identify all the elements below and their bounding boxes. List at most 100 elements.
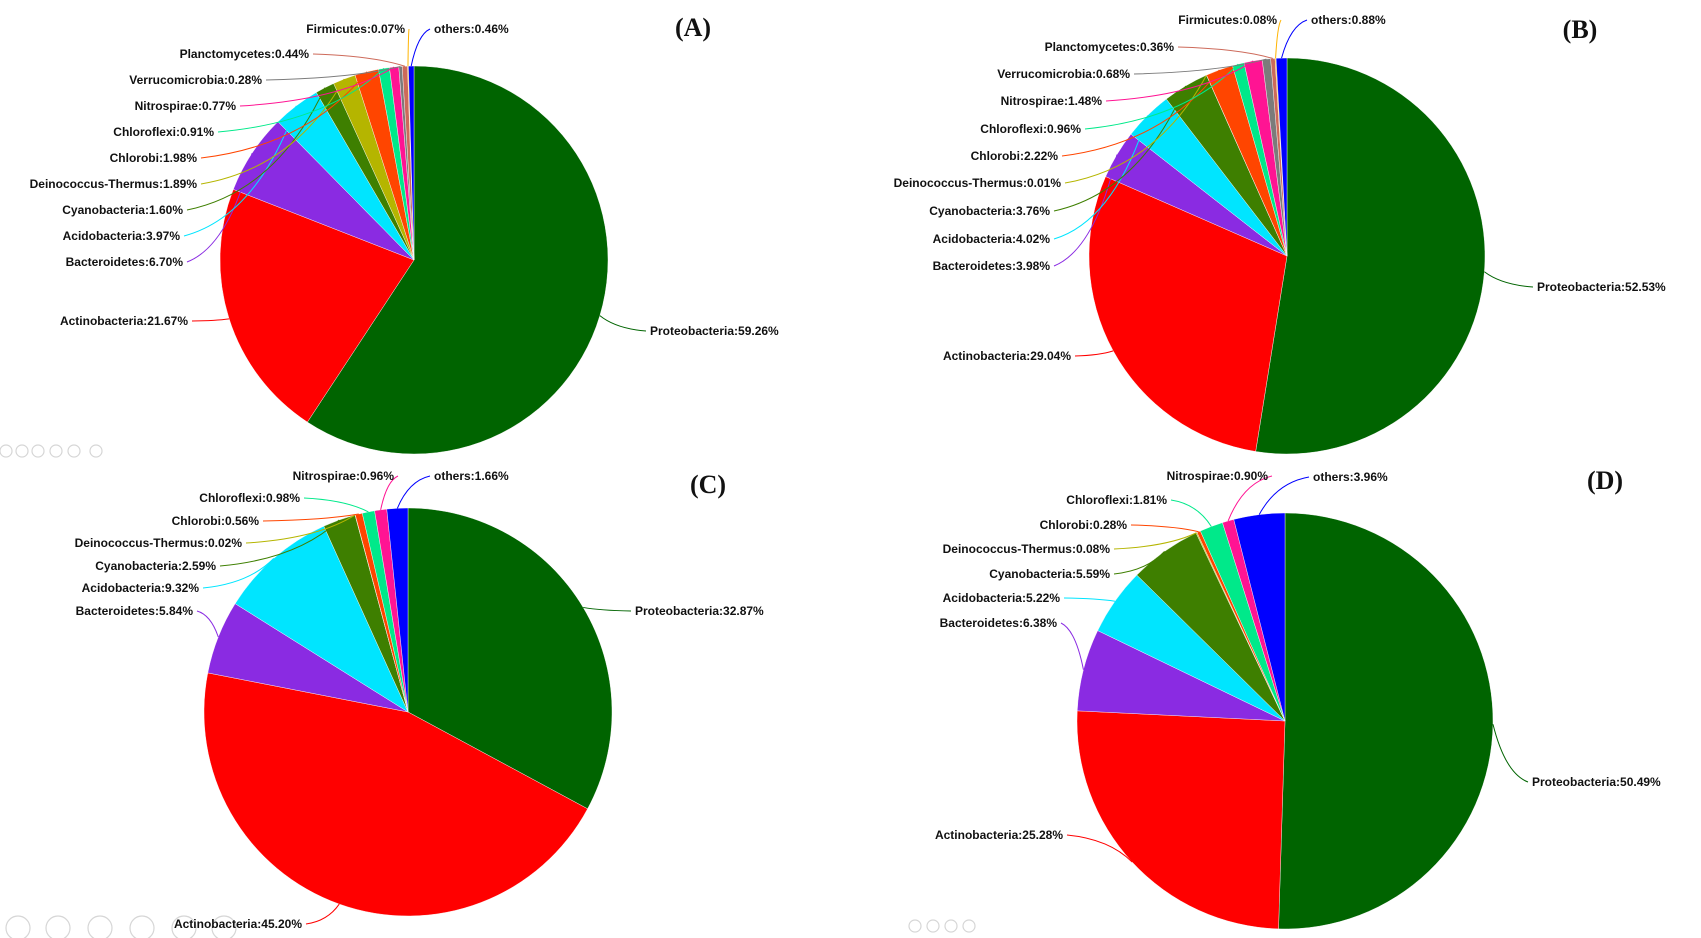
pie-slice-proteobacteria[interactable] (1255, 57, 1486, 455)
panel-title: (C) (690, 470, 726, 499)
leader-line-nitrospirae (239, 66, 395, 107)
pen-icon[interactable] (87, 915, 113, 938)
leader-line-cyanobacteria (1053, 85, 1187, 212)
data-label-nitrospirae: Nitrospirae:0.96% (293, 469, 395, 483)
pie-slice-actinobacteria[interactable] (1088, 176, 1288, 452)
data-label-chlorobi: Chlorobi:1.98% (110, 151, 198, 165)
data-label-chlorobi: Chlorobi:2.22% (971, 149, 1059, 163)
leader-line-chloroflexi (303, 497, 369, 513)
zoom-icon[interactable] (171, 915, 197, 938)
data-label-others: others:3.96% (1313, 470, 1388, 484)
data-label-cyanobacteria: Cyanobacteria:3.76% (929, 204, 1050, 218)
leader-line-chloroflexi (217, 67, 385, 133)
data-label-firmicutes: Firmicutes:0.07% (306, 22, 405, 36)
leader-line-nitrospirae (1105, 60, 1254, 102)
pie-chart-2: Proteobacteria:52.53% Actinobacteria:29.0… (894, 13, 1666, 455)
leader-line-acidobacteria (183, 105, 297, 237)
panel-title: (D) (1587, 466, 1623, 495)
data-label-deinococcus-thermus: Deinococcus-Thermus:0.02% (75, 536, 243, 550)
leader-line-chlorobi (200, 71, 368, 159)
data-label-bacteroidetes: Bacteroidetes:3.98% (933, 259, 1051, 273)
data-label-chloroflexi: Chloroflexi:1.81% (1066, 493, 1167, 507)
pie-chart-3: Proteobacteria:32.87% Actinobacteria:45.2… (75, 469, 764, 931)
data-label-chlorobi: Chlorobi:0.28% (1040, 518, 1128, 532)
viewer-controls-top (0, 444, 103, 458)
data-label-acidobacteria: Acidobacteria:3.97% (63, 229, 181, 243)
leader-line-actinobacteria (305, 903, 340, 925)
data-label-planctomycetes: Planctomycetes:0.44% (180, 47, 310, 61)
data-label-actinobacteria: Actinobacteria:29.04% (943, 349, 1071, 363)
pie-slice-proteobacteria[interactable] (1278, 512, 1494, 930)
prev-icon[interactable] (5, 915, 31, 938)
data-label-deinococcus-thermus: Deinococcus-Thermus:0.08% (943, 542, 1111, 556)
more-icon[interactable] (211, 915, 237, 938)
data-label-verrucomicrobia: Verrucomicrobia:0.28% (129, 73, 262, 87)
leader-line-acidobacteria (202, 558, 275, 589)
leader-line-acidobacteria (1053, 115, 1148, 240)
leader-line-bacteroidetes (186, 153, 253, 263)
leader-line-proteobacteria (1492, 724, 1529, 783)
leader-line-bacteroidetes (196, 610, 219, 638)
data-label-chloroflexi: Chloroflexi:0.96% (980, 122, 1081, 136)
leader-line-others (410, 28, 431, 67)
grid-icon[interactable] (129, 915, 155, 938)
data-label-others: others:0.88% (1311, 13, 1386, 27)
data-label-cyanobacteria: Cyanobacteria:5.59% (989, 567, 1110, 581)
data-label-actinobacteria: Actinobacteria:25.28% (935, 828, 1063, 842)
leader-line-acidobacteria (1063, 597, 1116, 602)
play-icon[interactable] (45, 915, 71, 938)
leader-line-others (1281, 19, 1308, 59)
pie-slice-actinobacteria[interactable] (203, 672, 588, 917)
leader-line-verrucomicrobia (1133, 58, 1267, 75)
data-label-nitrospirae: Nitrospirae:0.77% (135, 99, 237, 113)
viewer-controls-bottom-left[interactable] (5, 915, 237, 938)
data-label-cyanobacteria: Cyanobacteria:1.60% (62, 203, 183, 217)
pie-slice-proteobacteria[interactable] (407, 507, 613, 810)
data-label-acidobacteria: Acidobacteria:5.22% (943, 591, 1061, 605)
leader-line-proteobacteria (583, 606, 632, 612)
data-label-bacteroidetes: Bacteroidetes:6.70% (66, 255, 184, 269)
leader-line-bacteroidetes (1053, 154, 1118, 267)
leader-line-nitrospirae (1227, 475, 1273, 522)
data-label-proteobacteria: Proteobacteria:32.87% (635, 604, 764, 618)
leader-line-chlorobi (262, 513, 359, 522)
data-label-others: others:0.46% (434, 22, 509, 36)
data-label-deinococcus-thermus: Deinococcus-Thermus:1.89% (30, 177, 198, 191)
data-label-chlorobi: Chlorobi:0.56% (172, 514, 260, 528)
pie-slice-actinobacteria[interactable] (1076, 710, 1286, 930)
leader-line-proteobacteria (599, 315, 647, 332)
leader-line-actinobacteria (191, 318, 230, 322)
leader-line-deinococcus-thermus (200, 78, 345, 185)
panel-title: (A) (675, 13, 711, 42)
leader-line-cyanobacteria (219, 519, 340, 567)
leader-line-firmicutes (1275, 19, 1282, 59)
data-label-proteobacteria: Proteobacteria:59.26% (650, 324, 779, 338)
data-label-bacteroidetes: Bacteroidetes:5.84% (76, 604, 194, 618)
leader-line-others (1258, 476, 1310, 515)
data-label-firmicutes: Firmicutes:0.08% (1178, 13, 1277, 27)
data-label-deinococcus-thermus: Deinococcus-Thermus:0.01% (894, 176, 1062, 190)
leader-line-verrucomicrobia (265, 65, 401, 81)
panel-title: (B) (1563, 15, 1598, 44)
leader-line-firmicutes (407, 28, 410, 67)
pie-slice-others[interactable] (386, 507, 409, 713)
leader-line-chlorobi (1130, 524, 1199, 533)
leader-line-deinococcus-thermus (1064, 74, 1207, 184)
leader-line-chlorobi (1061, 69, 1220, 157)
pie-chart-4: Proteobacteria:50.49% Actinobacteria:25.2… (935, 466, 1661, 930)
data-label-actinobacteria: Actinobacteria:45.20% (174, 917, 302, 931)
leader-line-planctomycetes (1177, 46, 1273, 59)
leader-line-cyanobacteria (1113, 551, 1165, 575)
data-label-verrucomicrobia: Verrucomicrobia:0.68% (997, 67, 1130, 81)
data-label-nitrospirae: Nitrospirae:1.48% (1001, 94, 1103, 108)
data-label-others: others:1.66% (434, 469, 509, 483)
leader-line-chloroflexi (1170, 499, 1212, 527)
viewer-controls-bottom-mid (908, 919, 976, 933)
pie-slice-proteobacteria[interactable] (307, 65, 609, 455)
data-label-nitrospirae: Nitrospirae:0.90% (1167, 469, 1269, 483)
data-label-chloroflexi: Chloroflexi:0.98% (199, 491, 300, 505)
leader-line-actinobacteria (1066, 834, 1133, 863)
pie-slice-others[interactable] (1233, 512, 1286, 722)
pie-slice-actinobacteria[interactable] (219, 189, 415, 423)
